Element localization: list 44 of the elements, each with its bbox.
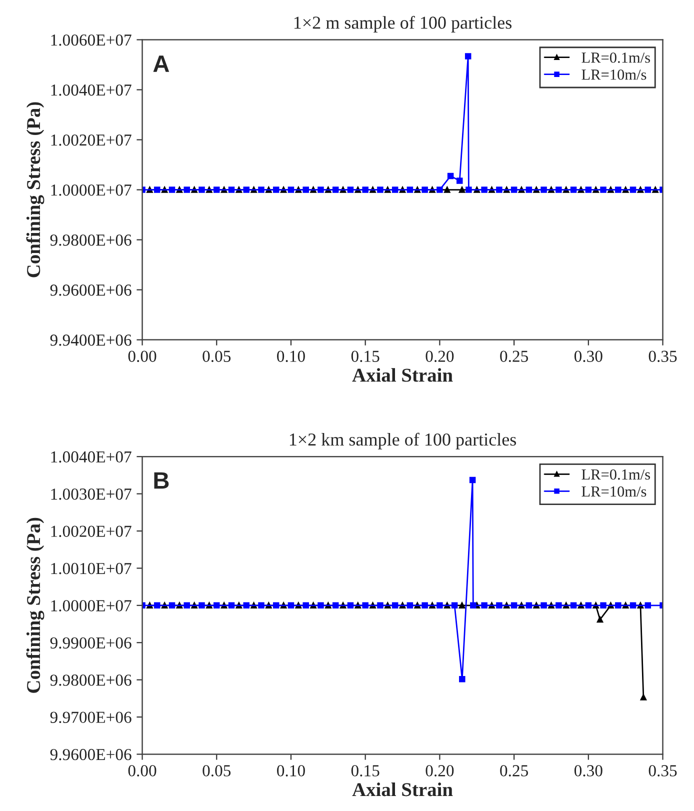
y-tick-label: 1.0020E+07 [51,526,132,538]
x-tick-label: 0.25 [500,350,528,362]
y-tick-label: 1.0060E+07 [51,34,132,46]
legend-label: LR=0.1m/s [582,52,650,63]
y-tick-label: 9.9400E+06 [50,334,132,346]
chart-title: 1×2 m sample of 100 particles [294,16,512,32]
y-tick-label: 9.9800E+06 [50,674,132,686]
x-tick-label: 0.15 [351,765,380,776]
x-tick-label: 0.00 [128,765,156,776]
annotation: A [153,56,170,72]
legend-label: LR=0.1m/s [582,469,650,480]
annotation: B [154,472,169,489]
x-tick-label: 0.00 [128,350,156,362]
y-tick-label: 1.0020E+07 [51,134,132,146]
y-tick-label: 9.9800E+06 [50,234,132,246]
y-axis-title: Confining Stress (Pa) [26,518,44,693]
y-tick-label: 9.9600E+06 [50,748,132,760]
x-tick-label: 0.15 [351,350,380,362]
x-tick-label: 0.10 [277,765,305,776]
x-tick-label: 0.10 [277,350,305,362]
x-tick-label: 0.25 [500,765,528,776]
y-tick-label: 1.0010E+07 [51,562,132,574]
x-tick-label: 0.20 [426,765,454,776]
y-tick-label: 9.9900E+06 [50,637,132,649]
x-tick-label: 0.30 [574,765,602,776]
x-tick-label: 0.20 [426,350,454,362]
x-tick-label: 0.05 [202,765,231,776]
chart-title: 1×2 km sample of 100 particles [290,432,516,450]
x-tick-label: 0.35 [648,350,677,362]
y-axis-title: Confining Stress (Pa) [26,102,44,278]
y-tick-label: 1.0040E+07 [51,451,132,463]
y-tick-label: 1.0040E+07 [51,84,132,96]
y-tick-label: 1.0030E+07 [51,488,132,500]
x-axis-title: Axial Strain [352,782,453,796]
y-tick-label: 9.9700E+06 [50,712,132,724]
x-tick-label: 0.35 [648,765,677,776]
x-tick-label: 0.05 [202,350,231,362]
y-tick-label: 9.9600E+06 [50,284,132,296]
y-tick-label: 1.0000E+07 [51,184,132,196]
x-tick-label: 0.30 [574,350,602,362]
x-axis-title: Axial Strain [352,368,453,382]
legend-label: LR=10m/s [582,70,646,80]
legend-label: LR=10m/s [582,486,646,497]
y-tick-label: 1.0000E+07 [51,600,132,612]
